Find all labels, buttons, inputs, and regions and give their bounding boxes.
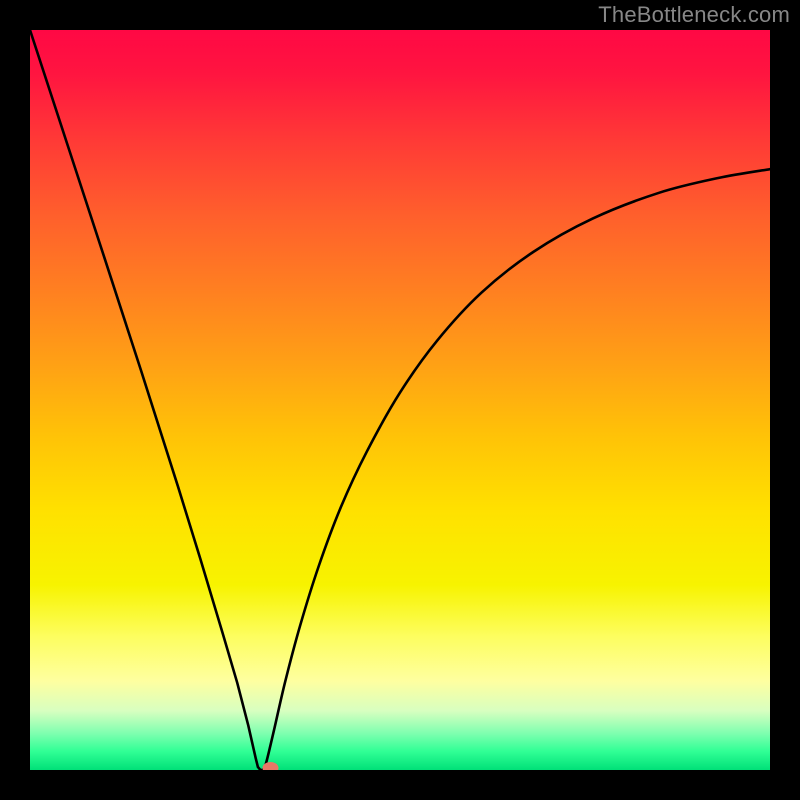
bottleneck-chart [30,30,770,770]
chart-background [30,30,770,770]
watermark-text: TheBottleneck.com [598,2,790,28]
chart-container: { "meta": { "source_watermark": "TheBott… [0,0,800,800]
